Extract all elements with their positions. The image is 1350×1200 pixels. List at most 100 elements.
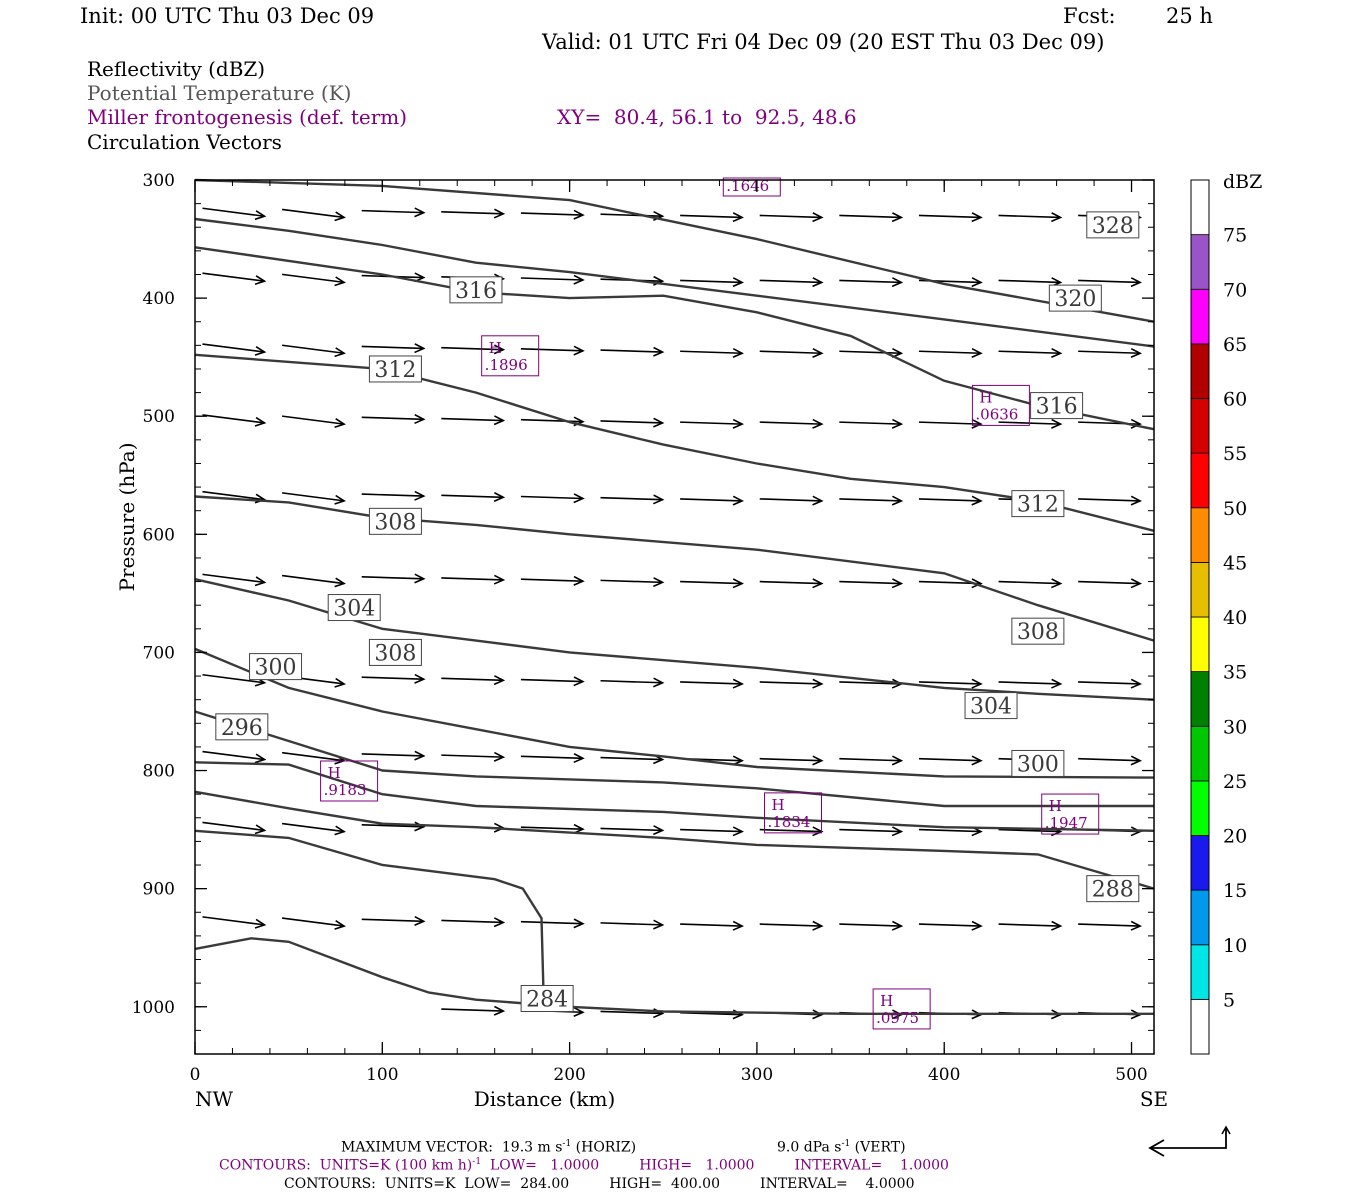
contour-label-box: [368, 638, 422, 666]
contour-label: 308: [374, 641, 416, 666]
vector-shaft: [839, 214, 902, 219]
y-tick-label: 700: [143, 643, 175, 663]
vector-head: [1130, 495, 1143, 506]
plot-frame: [194, 179, 1155, 1055]
vector-head: [254, 753, 267, 764]
colorbar-label: 25: [1223, 771, 1247, 793]
vector-head: [573, 209, 585, 220]
contour-label: 296: [221, 716, 263, 741]
vector-shaft: [281, 273, 345, 284]
vector-shaft: [361, 345, 424, 350]
vector-shaft: [680, 681, 743, 685]
vector-head: [254, 416, 267, 427]
vector-shaft: [918, 498, 981, 502]
vector-head: [1130, 578, 1143, 589]
y-tick-label: 600: [143, 525, 175, 545]
vector-shaft: [600, 922, 663, 926]
vector-shaft: [839, 421, 902, 425]
y-tick-label: 900: [143, 880, 175, 900]
frontogenesis-box: [872, 988, 931, 1030]
vector-head: [971, 495, 983, 506]
vector-head: [254, 275, 267, 286]
vector-head: [1130, 678, 1143, 689]
theta-contour-6: [194, 647, 1155, 779]
vector-head: [573, 575, 585, 586]
vector-head: [1051, 920, 1063, 931]
vector-head: [653, 677, 665, 688]
vector-shaft: [520, 678, 583, 683]
colorbar-label: 75: [1223, 225, 1247, 247]
contour-label-box: [1030, 392, 1084, 420]
colorbar-label: 55: [1223, 443, 1247, 465]
colorbar-segment: [1190, 452, 1210, 509]
vector-shaft: [202, 207, 265, 218]
vector-head: [812, 347, 824, 358]
forecast-hours: 25 h: [1166, 4, 1213, 28]
vector-head: [891, 920, 904, 931]
vector-head: [334, 920, 346, 930]
x-tick-label: 200: [553, 1065, 585, 1085]
vector-shaft: [998, 828, 1061, 833]
vector-head: [732, 418, 744, 429]
colorbar-label: 10: [1223, 935, 1247, 957]
vector-shaft: [202, 414, 265, 424]
vector-shaft: [281, 751, 345, 762]
vector-head: [732, 755, 744, 766]
vector-head: [414, 573, 426, 584]
theta-contour-2: [194, 246, 1155, 431]
frontogenesis-h-marker: H: [489, 339, 502, 357]
vector-head: [1051, 347, 1063, 358]
contour-label-box: [1011, 749, 1065, 777]
x-tick-label: 0: [190, 1065, 201, 1085]
vector-shaft: [600, 496, 663, 501]
vector-shaft: [281, 415, 345, 425]
vector-shaft: [281, 574, 345, 585]
vector-head: [812, 1009, 824, 1020]
vector-shaft: [361, 416, 424, 421]
vector-head: [653, 417, 665, 428]
vector-shaft: [202, 750, 265, 761]
contour-label: 328: [1092, 214, 1134, 239]
vector-shaft: [998, 279, 1061, 284]
vector-head: [414, 673, 426, 684]
vector-shaft: [839, 923, 902, 927]
vector-head: [891, 826, 904, 837]
vector-head: [414, 414, 426, 425]
contour-label-box: [1086, 211, 1140, 239]
x-end-label-nw: NW: [195, 1087, 234, 1111]
vector-shaft: [759, 279, 822, 284]
contour-label-box: [215, 713, 269, 741]
vector-head: [334, 577, 346, 588]
vector-head: [732, 495, 744, 506]
vector-head: [653, 494, 665, 505]
contour-label-box: [1011, 617, 1065, 645]
vector-shaft: [361, 676, 424, 680]
vector-head: [732, 920, 744, 931]
vector-head: [971, 212, 983, 223]
vector-shaft: [520, 755, 583, 760]
vector-shaft: [361, 209, 424, 214]
vector-head: [812, 755, 824, 766]
vector-head: [334, 418, 346, 428]
vector-shaft: [680, 498, 743, 502]
theta-contour-3: [194, 353, 1155, 532]
frontogenesis-value: .1646: [726, 177, 769, 195]
vector-shaft: [441, 919, 504, 924]
vector-shaft: [202, 490, 265, 501]
vector-head: [653, 346, 665, 357]
vector-shaft: [918, 681, 981, 685]
vector-head: [573, 1006, 585, 1017]
vector-shaft: [600, 756, 663, 761]
vector-head: [573, 676, 585, 687]
vector-head: [414, 490, 426, 501]
vector-shaft: [520, 826, 583, 830]
vector-shaft: [839, 279, 902, 284]
vector-head: [334, 276, 346, 287]
vector-head: [1130, 277, 1143, 288]
axes: 0 100 200 300 400 500 300 400 500 600 700 800 900 100…: [115, 171, 1168, 1111]
contour-label: 312: [1017, 493, 1059, 518]
vector-head: [812, 212, 824, 223]
vector-shaft: [918, 923, 981, 927]
vector-shaft: [918, 214, 981, 219]
vector-head: [1051, 212, 1063, 223]
